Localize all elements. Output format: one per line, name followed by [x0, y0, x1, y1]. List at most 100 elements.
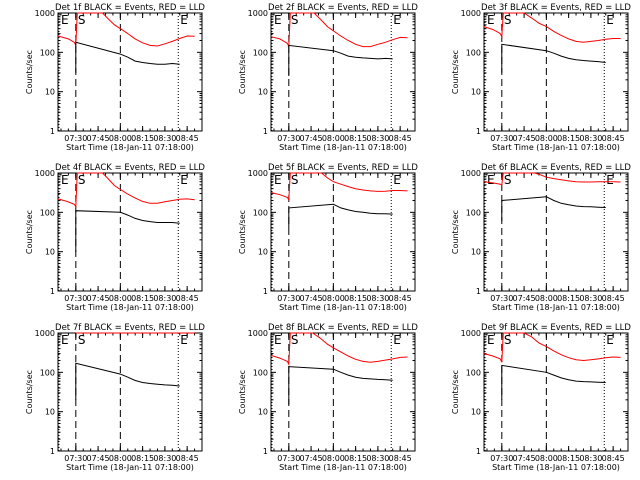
lld-series-line	[270, 332, 408, 367]
events-series-line	[75, 210, 180, 252]
chart-title: Det 9f BLACK = Events, RED = LLD	[481, 323, 631, 333]
x-tick-label: 08:30	[579, 134, 602, 143]
x-axis-label: Start Time (18-Jan-11 07:18:00)	[492, 303, 620, 312]
x-tick-label: 07:30	[490, 294, 513, 303]
marker-label: S	[78, 333, 86, 347]
x-tick-label: 07:30	[277, 454, 300, 463]
marker-label: S	[78, 13, 86, 27]
x-tick-label: 08:00	[109, 454, 132, 463]
x-tick-label: 07:45	[513, 134, 536, 143]
y-tick-label: 1000	[248, 9, 268, 18]
x-tick-label: 08:00	[322, 454, 345, 463]
marker-label: E	[274, 333, 282, 347]
marker-label: E	[393, 333, 401, 347]
y-tick-label: 1	[50, 127, 55, 136]
chart-panel: Det 4f BLACK = Events, RED = LLD 1 10 100 10…	[25, 163, 205, 312]
x-tick-label: 07:30	[64, 454, 87, 463]
chart-panel: Det 7f BLACK = Events, RED = LLD 1 10 100 10…	[25, 323, 205, 472]
marker-label: E	[487, 13, 495, 27]
y-tick-label: 100	[253, 368, 268, 377]
chart-title: Det 7f BLACK = Events, RED = LLD	[55, 323, 205, 333]
chart-panel: Det 3f BLACK = Events, RED = LLD 1 10 100 10…	[451, 3, 631, 152]
marker-label: E	[274, 13, 282, 27]
x-axis-label: Start Time (18-Jan-11 07:18:00)	[279, 303, 407, 312]
y-tick-label: 10	[258, 88, 268, 97]
x-tick-label: 07:45	[87, 134, 110, 143]
x-tick-label: 07:30	[490, 134, 513, 143]
y-axis-label: Counts/sec	[238, 210, 247, 254]
y-axis-label: Counts/sec	[238, 370, 247, 414]
events-series-line	[501, 364, 606, 400]
y-tick-label: 100	[466, 208, 481, 217]
x-tick-label: 08:00	[322, 294, 345, 303]
marker-label: E	[487, 173, 495, 187]
y-tick-label: 10	[471, 88, 481, 97]
y-tick-label: 1000	[248, 329, 268, 338]
plot-frame	[57, 12, 203, 132]
x-tick-label: 08:15	[131, 294, 154, 303]
y-tick-label: 1	[263, 287, 268, 296]
marker-label: E	[606, 173, 614, 187]
chart-panel: Det 2f BLACK = Events, RED = LLD 1 10 100 10…	[238, 3, 418, 152]
chart-title: Det 2f BLACK = Events, RED = LLD	[268, 3, 418, 13]
chart-title: Det 4f BLACK = Events, RED = LLD	[55, 163, 205, 173]
x-tick-label: 08:15	[557, 294, 580, 303]
y-tick-label: 1	[263, 447, 268, 456]
x-tick-label: 08:45	[389, 294, 412, 303]
x-axis-label: Start Time (18-Jan-11 07:18:00)	[492, 143, 620, 152]
x-tick-label: 08:30	[153, 294, 176, 303]
events-series-line	[75, 362, 180, 400]
marker-label: E	[180, 333, 188, 347]
y-tick-label: 10	[471, 408, 481, 417]
x-tick-label: 08:00	[535, 294, 558, 303]
marker-label: S	[504, 173, 512, 187]
events-series-line	[288, 44, 393, 76]
y-axis-label: Counts/sec	[238, 50, 247, 94]
y-tick-label: 1000	[461, 329, 481, 338]
marker-label: S	[504, 13, 512, 27]
events-series-line	[501, 43, 606, 73]
x-tick-label: 08:30	[579, 294, 602, 303]
y-tick-label: 10	[471, 248, 481, 257]
x-tick-label: 08:30	[579, 454, 602, 463]
plot-frame	[483, 172, 629, 292]
x-tick-label: 07:45	[513, 294, 536, 303]
lld-series-line	[270, 172, 408, 202]
x-tick-label: 07:45	[300, 294, 323, 303]
y-tick-label: 1000	[35, 329, 55, 338]
y-tick-label: 100	[253, 208, 268, 217]
marker-label: E	[606, 13, 614, 27]
x-tick-label: 08:45	[176, 134, 199, 143]
marker-label: S	[291, 13, 299, 27]
marker-label: S	[291, 173, 299, 187]
plot-frame	[57, 172, 203, 292]
x-tick-label: 07:30	[490, 454, 513, 463]
marker-label: E	[61, 333, 69, 347]
x-tick-label: 07:45	[513, 454, 536, 463]
marker-label: E	[606, 333, 614, 347]
marker-label: E	[180, 13, 188, 27]
y-tick-label: 1000	[248, 169, 268, 178]
y-tick-label: 1000	[35, 9, 55, 18]
events-series-line	[501, 196, 606, 222]
lld-series-line	[483, 12, 621, 43]
x-tick-label: 08:00	[109, 134, 132, 143]
marker-label: E	[61, 13, 69, 27]
y-tick-label: 1000	[461, 9, 481, 18]
y-tick-label: 10	[45, 408, 55, 417]
x-tick-label: 08:45	[389, 134, 412, 143]
x-axis-label: Start Time (18-Jan-11 07:18:00)	[66, 463, 194, 472]
y-tick-label: 1	[263, 127, 268, 136]
x-tick-label: 08:45	[602, 454, 625, 463]
x-axis-label: Start Time (18-Jan-11 07:18:00)	[279, 143, 407, 152]
x-tick-label: 08:45	[176, 454, 199, 463]
marker-label: E	[393, 173, 401, 187]
marker-label: E	[487, 333, 495, 347]
events-series-line	[75, 41, 180, 73]
plot-frame	[270, 12, 416, 132]
x-tick-label: 07:30	[64, 134, 87, 143]
x-tick-label: 08:30	[366, 134, 389, 143]
plot-frame	[270, 172, 416, 292]
x-tick-label: 07:30	[277, 134, 300, 143]
y-tick-label: 10	[258, 248, 268, 257]
